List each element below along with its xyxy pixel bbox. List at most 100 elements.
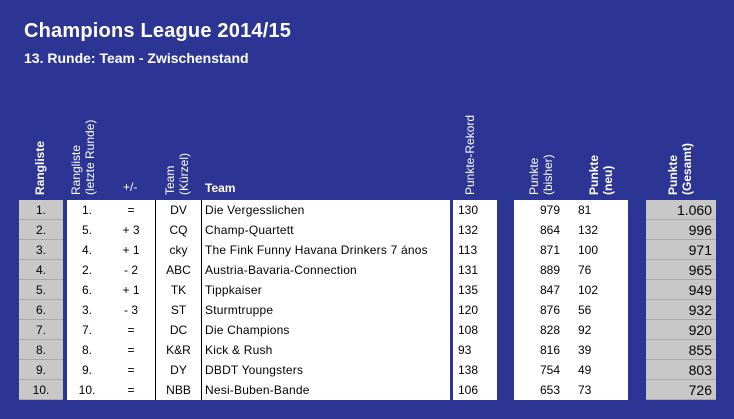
bisher-cell: 864 [514, 220, 566, 240]
header-team: Team [205, 181, 236, 195]
diff-cell: = [107, 320, 155, 340]
team-cell: The Fink Funny Havana Drinkers 7 ános [202, 240, 450, 260]
header-punkte-bisher: Punkte [527, 157, 541, 195]
gesamt-cell: 949 [646, 280, 716, 300]
header-rangliste-letzte: Rangliste [69, 145, 83, 195]
gesamt-cell: 1.060 [646, 200, 716, 220]
prev-rank-cell: 6. [67, 280, 107, 300]
table-row: 2. 5. + 3 CQ Champ-Quartett 132 864 132 … [19, 220, 716, 240]
table-row: 4. 2. - 2 ABC Austria-Bavaria-Connection… [19, 260, 716, 280]
abbr-cell: DY [155, 360, 202, 380]
neu-cell: 132 [566, 220, 628, 240]
neu-cell: 56 [566, 300, 628, 320]
diff-cell: = [107, 380, 155, 400]
rekord-cell: 113 [453, 240, 497, 260]
rank-cell: 1. [19, 200, 63, 220]
rekord-cell: 130 [453, 200, 497, 220]
team-cell: Tippkaiser [202, 280, 450, 300]
diff-cell: + 1 [107, 280, 155, 300]
abbr-cell: TK [155, 280, 202, 300]
prev-rank-cell: 2. [67, 260, 107, 280]
table-row: 5. 6. + 1 TK Tippkaiser 135 847 102 949 [19, 280, 716, 300]
rank-cell: 5. [19, 280, 63, 300]
abbr-cell: NBB [155, 380, 202, 400]
diff-cell: = [107, 360, 155, 380]
neu-cell: 92 [566, 320, 628, 340]
team-cell: Champ-Quartett [202, 220, 450, 240]
rekord-cell: 93 [453, 340, 497, 360]
neu-cell: 49 [566, 360, 628, 380]
gesamt-cell: 965 [646, 260, 716, 280]
prev-rank-cell: 9. [67, 360, 107, 380]
table-row: 6. 3. - 3 ST Sturmtruppe 120 876 56 932 [19, 300, 716, 320]
rank-cell: 7. [19, 320, 63, 340]
diff-cell: + 1 [107, 240, 155, 260]
rekord-cell: 135 [453, 280, 497, 300]
table-row: 10. 10. = NBB Nesi-Buben-Bande 106 653 7… [19, 380, 716, 400]
rank-cell: 2. [19, 220, 63, 240]
prev-rank-cell: 10. [67, 380, 107, 400]
team-cell: Austria-Bavaria-Connection [202, 260, 450, 280]
bisher-cell: 828 [514, 320, 566, 340]
prev-rank-cell: 4. [67, 240, 107, 260]
header-punkte-bisher-sub: (bisher) [541, 154, 555, 195]
neu-cell: 39 [566, 340, 628, 360]
header-team-kuerzel-sub: (Kürzel) [177, 152, 191, 195]
abbr-cell: CQ [155, 220, 202, 240]
team-cell: Sturmtruppe [202, 300, 450, 320]
header-punkte-gesamt-sub: (Gesamt) [680, 142, 694, 195]
abbr-cell: ST [155, 300, 202, 320]
diff-cell: - 3 [107, 300, 155, 320]
team-cell: Nesi-Buben-Bande [202, 380, 450, 400]
neu-cell: 73 [566, 380, 628, 400]
bisher-cell: 871 [514, 240, 566, 260]
rekord-cell: 108 [453, 320, 497, 340]
table-row: 3. 4. + 1 cky The Fink Funny Havana Drin… [19, 240, 716, 260]
abbr-cell: K&R [155, 340, 202, 360]
table-row: 8. 8. = K&R Kick & Rush 93 816 39 855 [19, 340, 716, 360]
header-rangliste-letzte-sub: (letzte Runde) [83, 119, 97, 195]
bisher-cell: 876 [514, 300, 566, 320]
bisher-cell: 816 [514, 340, 566, 360]
bisher-cell: 754 [514, 360, 566, 380]
gesamt-cell: 803 [646, 360, 716, 380]
header-punkte-rekord: Punkte-Rekord [463, 114, 477, 195]
diff-cell: = [107, 200, 155, 220]
bisher-cell: 847 [514, 280, 566, 300]
neu-cell: 100 [566, 240, 628, 260]
team-cell: DBDT Youngsters [202, 360, 450, 380]
gesamt-cell: 971 [646, 240, 716, 260]
rank-cell: 9. [19, 360, 63, 380]
rekord-cell: 106 [453, 380, 497, 400]
diff-cell: - 2 [107, 260, 155, 280]
header-rangliste: Rangliste [33, 140, 47, 195]
abbr-cell: ABC [155, 260, 202, 280]
rekord-cell: 132 [453, 220, 497, 240]
bisher-cell: 979 [514, 200, 566, 220]
rank-cell: 8. [19, 340, 63, 360]
rekord-cell: 131 [453, 260, 497, 280]
gesamt-cell: 932 [646, 300, 716, 320]
rekord-cell: 120 [453, 300, 497, 320]
gesamt-cell: 726 [646, 380, 716, 400]
table-row: 9. 9. = DY DBDT Youngsters 138 754 49 80… [19, 360, 716, 380]
prev-rank-cell: 3. [67, 300, 107, 320]
header-diff: +/- [123, 180, 138, 194]
table-row: 7. 7. = DC Die Champions 108 828 92 920 [19, 320, 716, 340]
abbr-cell: DV [155, 200, 202, 220]
diff-cell: = [107, 340, 155, 360]
rank-cell: 3. [19, 240, 63, 260]
team-cell: Die Champions [202, 320, 450, 340]
team-cell: Kick & Rush [202, 340, 450, 360]
rekord-cell: 138 [453, 360, 497, 380]
page-title: Champions League 2014/15 [24, 20, 292, 42]
rank-cell: 4. [19, 260, 63, 280]
neu-cell: 81 [566, 200, 628, 220]
header-team-kuerzel: Team [163, 165, 177, 195]
gesamt-cell: 855 [646, 340, 716, 360]
header-punkte-neu: Punkte [587, 154, 601, 195]
page-subtitle: 13. Runde: Team - Zwischenstand [24, 50, 249, 66]
bisher-cell: 653 [514, 380, 566, 400]
bisher-cell: 889 [514, 260, 566, 280]
